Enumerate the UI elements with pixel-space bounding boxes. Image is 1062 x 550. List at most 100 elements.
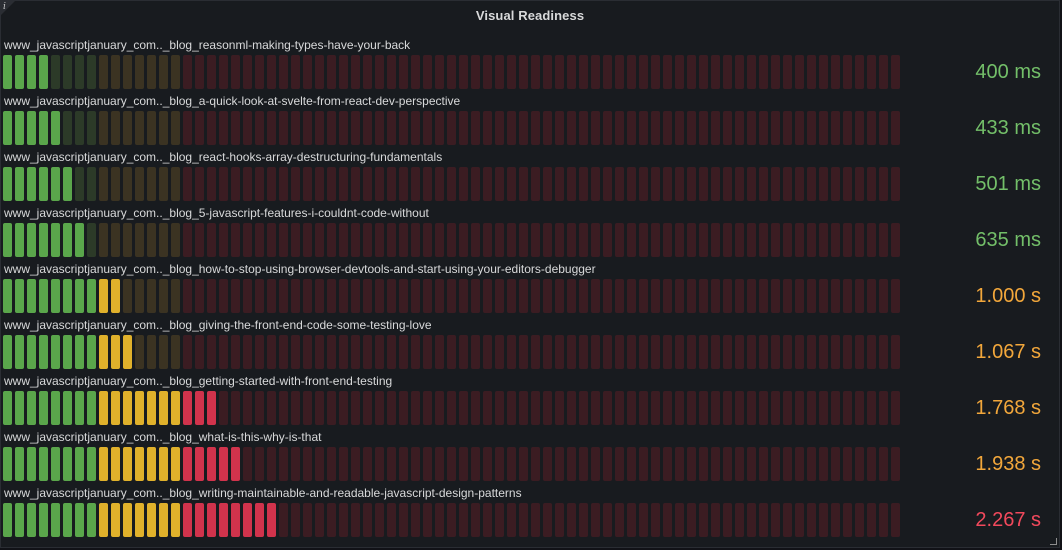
gauge-cell bbox=[387, 503, 396, 537]
gauge-cell bbox=[555, 335, 564, 369]
gauge-cell bbox=[375, 279, 384, 313]
gauge-cell bbox=[867, 111, 876, 145]
resize-handle-icon[interactable] bbox=[1050, 538, 1057, 545]
gauge-cell bbox=[219, 167, 228, 201]
gauge-cell bbox=[723, 447, 732, 481]
gauge-cell bbox=[387, 335, 396, 369]
gauge-cell bbox=[255, 167, 264, 201]
gauge-cell bbox=[63, 111, 72, 145]
gauge-cell-lit bbox=[207, 391, 216, 425]
gauge-cell bbox=[219, 111, 228, 145]
gauge-cell bbox=[723, 111, 732, 145]
gauge-cell bbox=[387, 55, 396, 89]
gauge-cell bbox=[243, 447, 252, 481]
gauge-cell bbox=[519, 447, 528, 481]
gauge-cell-lit bbox=[147, 447, 156, 481]
gauge-cell bbox=[279, 55, 288, 89]
gauge-cell bbox=[387, 447, 396, 481]
gauge-cell bbox=[879, 391, 888, 425]
gauge-cell bbox=[855, 223, 864, 257]
gauge-cell bbox=[159, 111, 168, 145]
gauge-cell bbox=[195, 167, 204, 201]
gauge-cell bbox=[327, 55, 336, 89]
gauge-cell-lit bbox=[219, 503, 228, 537]
gauge-cell bbox=[291, 391, 300, 425]
gauge-cell-lit bbox=[111, 391, 120, 425]
gauge-cell bbox=[219, 279, 228, 313]
gauge-cell bbox=[399, 279, 408, 313]
row-value: 1.000 s bbox=[975, 285, 1041, 307]
gauge-cell bbox=[627, 279, 636, 313]
gauge-cell bbox=[243, 279, 252, 313]
gauge-cell bbox=[123, 223, 132, 257]
gauge-cell bbox=[75, 55, 84, 89]
gauge-cell bbox=[891, 279, 900, 313]
gauge-cell bbox=[363, 279, 372, 313]
gauge-cell bbox=[771, 335, 780, 369]
gauge-cell bbox=[435, 335, 444, 369]
gauge-cell bbox=[291, 111, 300, 145]
gauge-cell bbox=[459, 503, 468, 537]
gauge-cell bbox=[831, 447, 840, 481]
gauge-cell-lit bbox=[111, 503, 120, 537]
gauge-cell bbox=[303, 223, 312, 257]
gauge-cell bbox=[663, 111, 672, 145]
gauge-cell bbox=[843, 223, 852, 257]
gauge-cell bbox=[291, 167, 300, 201]
gauge-cell bbox=[555, 279, 564, 313]
gauge-cell bbox=[327, 279, 336, 313]
gauge-cell bbox=[351, 447, 360, 481]
gauge-cell bbox=[747, 167, 756, 201]
gauge-cell bbox=[567, 503, 576, 537]
gauge-cell bbox=[495, 223, 504, 257]
gauge-cell bbox=[363, 111, 372, 145]
gauge-cell bbox=[699, 223, 708, 257]
gauge-cell bbox=[771, 279, 780, 313]
gauge-cell bbox=[543, 447, 552, 481]
gauge-cell-lit bbox=[183, 447, 192, 481]
gauge-cell-lit bbox=[51, 391, 60, 425]
panel-title[interactable]: Visual Readiness bbox=[475, 8, 585, 23]
gauge-cell-lit bbox=[87, 503, 96, 537]
gauge-cell bbox=[567, 111, 576, 145]
gauge-cell bbox=[183, 55, 192, 89]
gauge-cell-lit bbox=[75, 223, 84, 257]
gauge-cell bbox=[771, 503, 780, 537]
gauge-cell bbox=[519, 223, 528, 257]
gauge-cell bbox=[291, 503, 300, 537]
gauge-cell bbox=[867, 55, 876, 89]
gauge-cell bbox=[531, 111, 540, 145]
gauge-cell bbox=[579, 111, 588, 145]
info-icon[interactable]: i bbox=[3, 2, 6, 12]
gauge-cell bbox=[279, 279, 288, 313]
gauge-cell bbox=[111, 55, 120, 89]
gauge-cell bbox=[819, 223, 828, 257]
gauge-cell bbox=[483, 167, 492, 201]
gauge-cell bbox=[543, 503, 552, 537]
gauge-cell bbox=[351, 55, 360, 89]
gauge-cell bbox=[507, 55, 516, 89]
gauge-cell bbox=[339, 447, 348, 481]
gauge-cell bbox=[87, 167, 96, 201]
gauge-cell bbox=[267, 111, 276, 145]
gauge-cell bbox=[555, 503, 564, 537]
gauge-cell bbox=[555, 391, 564, 425]
gauge-cell-lit bbox=[51, 447, 60, 481]
gauge-cell bbox=[411, 167, 420, 201]
gauge-cell bbox=[639, 111, 648, 145]
gauge-cell bbox=[579, 167, 588, 201]
gauge-cell-lit bbox=[99, 391, 108, 425]
gauge-cell bbox=[675, 447, 684, 481]
gauge-cell bbox=[135, 279, 144, 313]
gauge-cell bbox=[447, 223, 456, 257]
row-value: 1.067 s bbox=[975, 341, 1041, 363]
gauge-cell bbox=[147, 335, 156, 369]
bar-gauge-row: www_javascriptjanuary_com.._blog_giving-… bbox=[3, 317, 1059, 373]
gauge-bar bbox=[3, 447, 900, 482]
gauge-cell bbox=[615, 447, 624, 481]
gauge-cell bbox=[171, 167, 180, 201]
gauge-cell bbox=[471, 167, 480, 201]
gauge-cell bbox=[735, 391, 744, 425]
gauge-cell bbox=[699, 503, 708, 537]
gauge-cell bbox=[831, 55, 840, 89]
